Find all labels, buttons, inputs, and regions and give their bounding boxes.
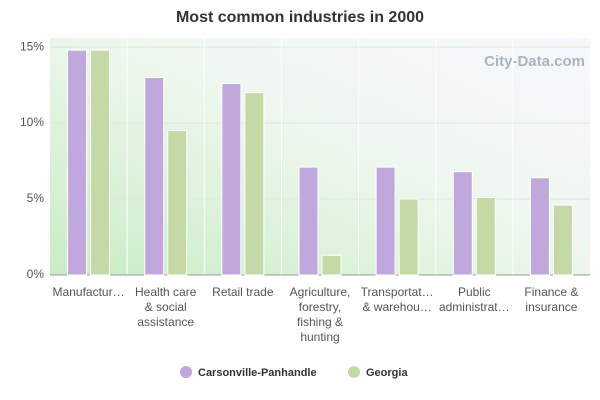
bar <box>144 77 165 276</box>
bar <box>475 197 496 276</box>
bar <box>375 166 396 276</box>
bar <box>552 204 573 276</box>
plot-background <box>50 38 590 275</box>
legend-label: Georgia <box>366 367 408 379</box>
bar <box>67 49 88 276</box>
bar <box>90 49 111 276</box>
bar <box>298 166 319 276</box>
legend-marker <box>180 366 192 378</box>
legend-label: Carsonville-Panhandle <box>198 367 317 379</box>
y-tick-label: 0% <box>27 267 45 281</box>
bar <box>398 198 419 276</box>
watermark: City-Data.com <box>484 53 585 70</box>
legend-marker <box>348 366 360 378</box>
bar <box>221 83 242 276</box>
x-tick-label: Transportat… & warehou… <box>360 285 434 314</box>
x-tick-label: Public administrat… <box>438 285 510 314</box>
bar <box>529 177 550 276</box>
bar <box>321 254 342 276</box>
y-tick-label: 15% <box>20 39 44 53</box>
bar <box>452 171 473 276</box>
y-tick-label: 5% <box>27 191 45 205</box>
bar <box>167 130 188 276</box>
chart-title: Most common industries in 2000 <box>176 9 424 26</box>
x-tick-label: Manufactur… <box>52 285 125 299</box>
x-tick-label: Retail trade <box>212 285 274 299</box>
x-tick-label: Agriculture, forestry, fishing & hunting <box>289 285 351 344</box>
y-tick-label: 10% <box>20 115 44 129</box>
bar <box>244 92 265 276</box>
x-tick-label: Health care & social assistance <box>135 285 197 329</box>
x-tick-label: Finance & insurance <box>524 285 579 314</box>
